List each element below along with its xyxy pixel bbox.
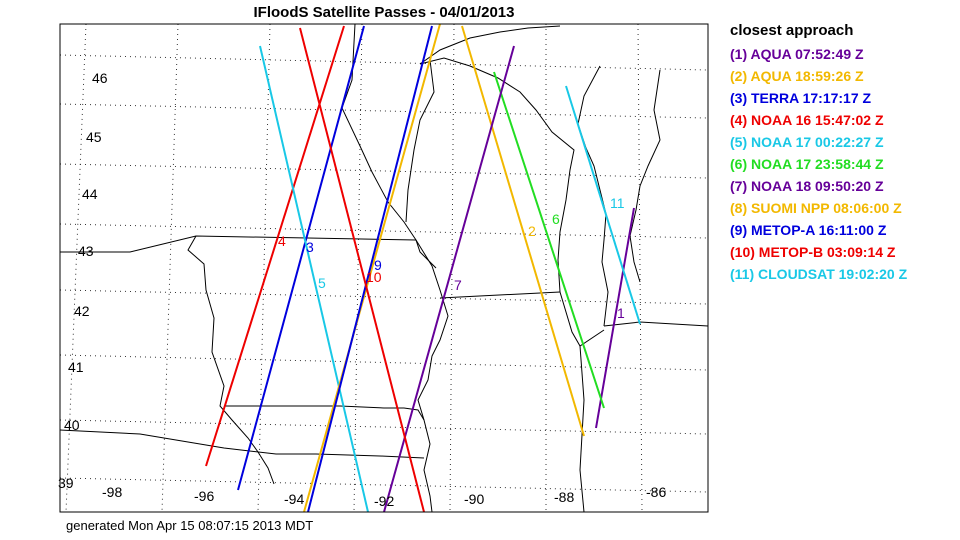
lat-label: 41	[68, 359, 84, 375]
track-line-pass-10	[299, 27, 425, 512]
track-line-pass-9	[307, 25, 433, 512]
legend-item-pass-6: (6) NOAA 17 23:58:44 Z	[730, 156, 884, 172]
map-frame	[59, 23, 709, 513]
track-line-pass-6	[493, 71, 605, 409]
legend-item-pass-1: (1) AQUA 07:52:49 Z	[730, 46, 864, 62]
track-line-pass-11	[565, 85, 641, 325]
pass-label-6: 6	[552, 211, 560, 227]
lon-label: -90	[464, 491, 484, 507]
track-line-pass-1	[595, 207, 635, 429]
pass-label-10: 10	[366, 269, 382, 285]
legend-title: closest approach	[730, 22, 854, 39]
legend-item-pass-10: (10) METOP-B 03:09:14 Z	[730, 244, 896, 260]
pass-label-11: 11	[610, 195, 625, 211]
pass-label-5: 5	[318, 275, 326, 291]
legend-item-pass-3: (3) TERRA 17:17:17 Z	[730, 90, 872, 106]
pass-label-7: 7	[454, 277, 462, 293]
legend-item-pass-4: (4) NOAA 16 15:47:02 Z	[730, 112, 884, 128]
pass-label-2: 2	[528, 223, 536, 239]
track-line-pass-4	[205, 25, 345, 467]
lat-label: 44	[82, 186, 98, 202]
lat-lon-grid	[60, 24, 708, 512]
lon-label: -94	[284, 491, 304, 507]
track-line-pass-8	[303, 24, 441, 512]
lat-label: 45	[86, 129, 102, 145]
legend-item-pass-11: (11) CLOUDSAT 19:02:20 Z	[730, 266, 908, 282]
legend-item-pass-9: (9) METOP-A 16:11:00 Z	[730, 222, 887, 238]
track-line-pass-2	[461, 25, 585, 437]
lat-label: 40	[64, 417, 80, 433]
lon-label: -92	[374, 493, 394, 509]
lat-label: 39	[58, 475, 74, 491]
lon-label: -98	[102, 484, 122, 500]
lon-label: -88	[554, 489, 574, 505]
state-borders	[60, 24, 708, 512]
lat-label: 43	[78, 243, 94, 259]
pass-number-labels: 1 2 3 4 5 6 7 910 11	[278, 195, 625, 321]
pass-tracks	[205, 24, 641, 512]
lat-label: 46	[92, 70, 108, 86]
lat-label: 42	[74, 303, 90, 319]
map-title: IFloodS Satellite Passes - 04/01/2013	[253, 4, 515, 21]
legend-item-pass-8: (8) SUOMI NPP 08:06:00 Z	[730, 200, 902, 216]
legend-item-pass-2: (2) AQUA 18:59:26 Z	[730, 68, 864, 84]
track-line-pass-7	[383, 45, 515, 512]
legend-item-pass-7: (7) NOAA 18 09:50:20 Z	[730, 178, 884, 194]
legend-item-pass-5: (5) NOAA 17 00:22:27 Z	[730, 134, 884, 150]
generated-timestamp: generated Mon Apr 15 08:07:15 2013 MDT	[66, 518, 314, 533]
track-line-pass-3	[237, 25, 365, 491]
pass-label-3: 3	[306, 239, 314, 255]
lon-label: -96	[194, 488, 214, 504]
pass-label-4: 4	[278, 233, 286, 249]
track-line-pass-5	[259, 45, 369, 512]
pass-label-9: 9	[374, 257, 382, 273]
pass-label-1: 1	[617, 305, 625, 321]
lon-label: -86	[646, 484, 666, 500]
